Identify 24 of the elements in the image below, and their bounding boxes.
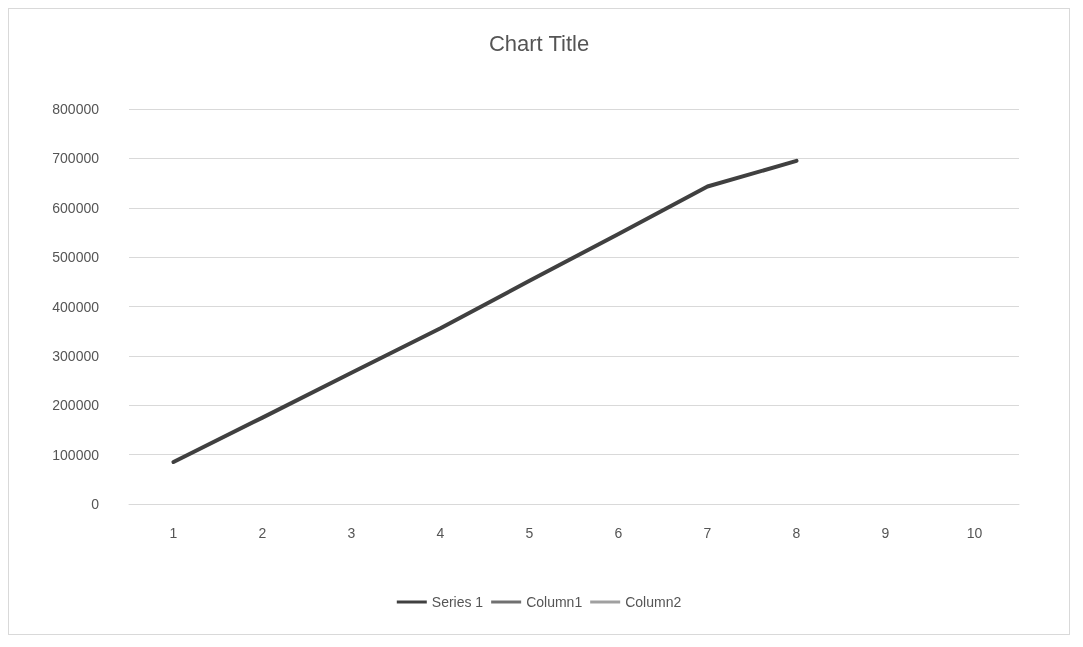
y-tick-label: 600000 — [52, 199, 100, 216]
y-tick-label: 500000 — [52, 249, 100, 266]
x-tick-label: 8 — [792, 525, 801, 541]
legend-label: Column2 — [625, 594, 682, 610]
y-tick-label: 300000 — [52, 347, 100, 364]
legend-label: Series 1 — [431, 594, 484, 610]
chart-title: Chart Title — [488, 30, 590, 56]
line-series — [171, 158, 799, 465]
y-tick-label: 400000 — [52, 298, 100, 315]
y-tick-label: 800000 — [52, 101, 100, 117]
x-tick-label: 2 — [258, 525, 267, 541]
y-tick-label: 700000 — [52, 150, 100, 167]
x-tick-label: 9 — [881, 525, 890, 541]
x-tick-label: 7 — [703, 525, 712, 541]
y-tick-label: 100000 — [52, 446, 100, 463]
x-tick-label: 1 — [169, 525, 178, 541]
y-tick-label: 0 — [91, 496, 100, 512]
x-tick-label: 6 — [614, 525, 623, 541]
legend-label: Column1 — [526, 594, 583, 610]
y-tick-label: 200000 — [52, 397, 100, 414]
x-tick-label: 5 — [525, 525, 534, 541]
x-tick-label: 3 — [347, 525, 356, 541]
x-tick-label: 4 — [436, 525, 445, 541]
x-tick-label: 10 — [966, 525, 983, 541]
